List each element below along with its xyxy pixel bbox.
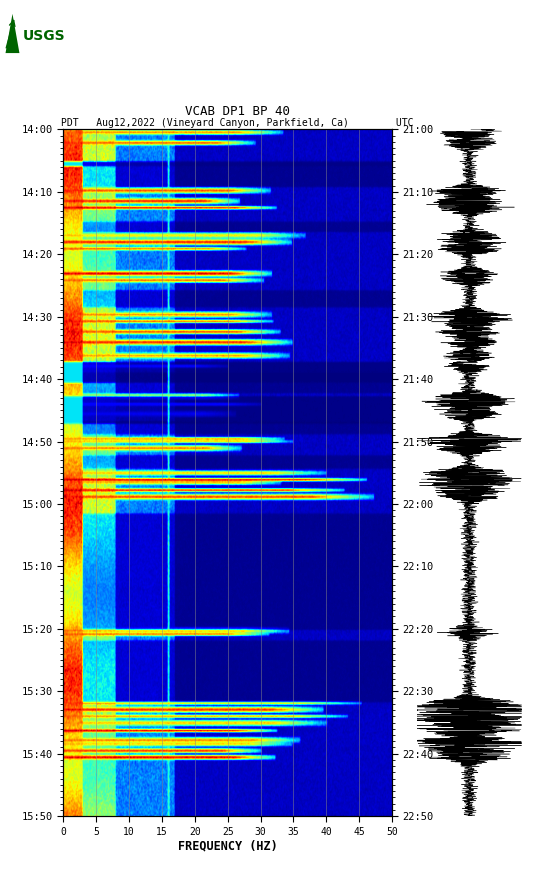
- Polygon shape: [6, 13, 19, 54]
- Text: USGS: USGS: [23, 29, 65, 43]
- X-axis label: FREQUENCY (HZ): FREQUENCY (HZ): [178, 839, 278, 853]
- Text: PDT   Aug12,2022 (Vineyard Canyon, Parkfield, Ca)        UTC: PDT Aug12,2022 (Vineyard Canyon, Parkfie…: [61, 119, 413, 128]
- Text: VCAB DP1 BP 40: VCAB DP1 BP 40: [185, 104, 290, 118]
